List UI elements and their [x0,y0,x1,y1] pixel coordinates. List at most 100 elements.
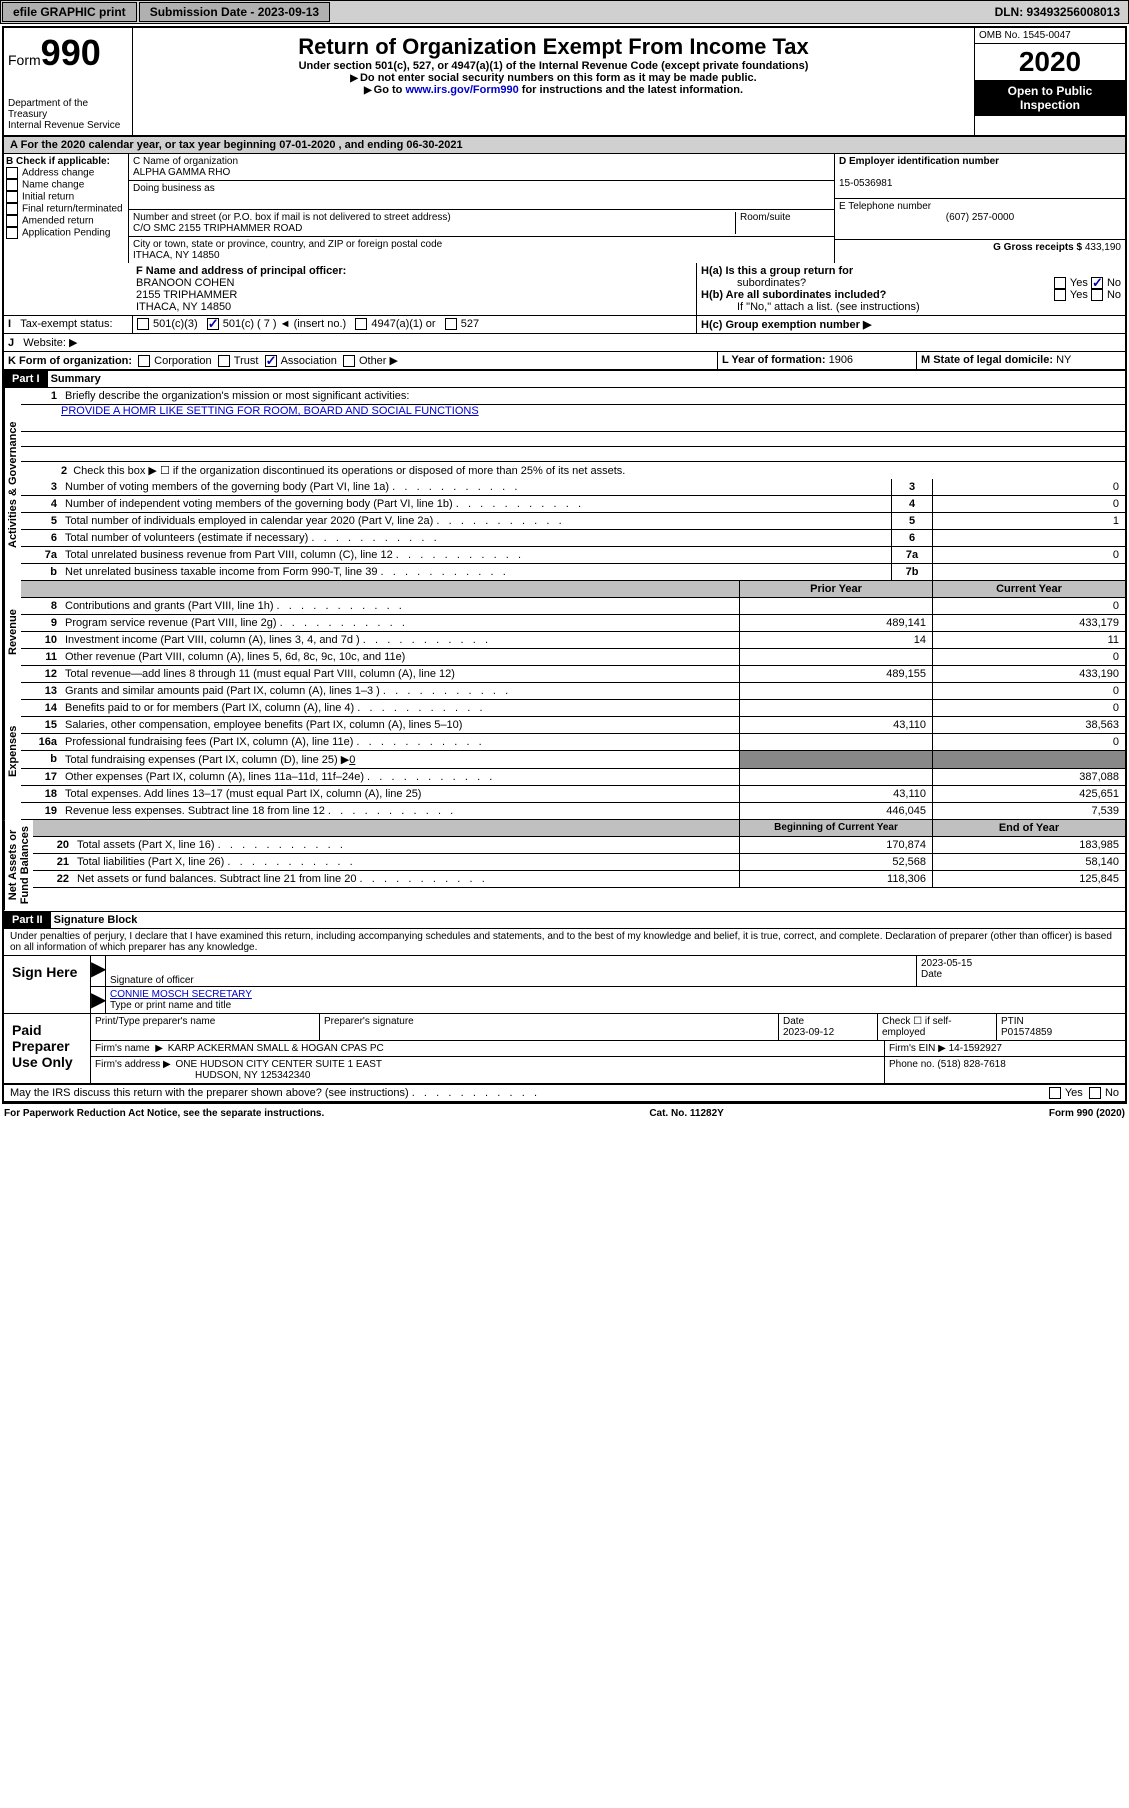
c13: 0 [932,683,1125,699]
l22: Net assets or fund balances. Subtract li… [73,871,739,887]
vl-ag: Activities & Governance [4,388,21,581]
col-end: End of Year [932,820,1125,836]
l18: Total expenses. Add lines 13–17 (must eq… [61,786,739,802]
c10: 11 [932,632,1125,648]
officer-addr1: 2155 TRIPHAMMER [136,289,237,301]
p16b-shade [739,751,932,768]
officer-addr2: ITHACA, NY 14850 [136,301,231,313]
prepsig-label: Preparer's signature [320,1014,779,1040]
cb-name[interactable] [6,179,18,191]
l13: Grants and similar amounts paid (Part IX… [61,683,739,699]
l9: Program service revenue (Part VIII, line… [61,615,739,631]
cb-addr[interactable] [6,167,18,179]
cb-501c[interactable] [207,318,219,330]
p13 [739,683,932,699]
l7a: Total unrelated business revenue from Pa… [61,547,891,563]
cb-527[interactable] [445,318,457,330]
c12: 433,190 [932,666,1125,682]
signer-name[interactable]: CONNIE MOSCH SECRETARY [110,989,252,1000]
dln-label: DLN: 93493256008013 [995,5,1128,19]
v7a: 0 [932,547,1125,563]
v5: 1 [932,513,1125,529]
cb-ha-no[interactable] [1091,277,1103,289]
omb-label: OMB No. 1545-0047 [975,28,1125,44]
firmaddr-val: ONE HUDSON CITY CENTER SUITE 1 EAST [176,1059,383,1070]
l-val: 1906 [829,354,853,366]
ha-label: H(a) Is this a group return for [701,265,853,277]
c11: 0 [932,649,1125,665]
cb-corp[interactable] [138,355,150,367]
check-self: Check ☐ if self-employed [878,1014,997,1040]
cb-amend[interactable] [6,215,18,227]
l12: Total revenue—add lines 8 through 11 (mu… [61,666,739,682]
cb-assoc[interactable] [265,355,277,367]
v3: 0 [932,479,1125,495]
cb-hb-no[interactable] [1091,289,1103,301]
l1-desc: Briefly describe the organization's miss… [61,388,1125,404]
city-val: ITHACA, NY 14850 [133,250,220,261]
cb-init[interactable] [6,191,18,203]
c22: 125,845 [932,871,1125,887]
subtitle-3a: Go to [364,84,405,96]
irs-link[interactable]: www.irs.gov/Form990 [405,84,518,96]
c20: 183,985 [932,837,1125,853]
vl-exp: Expenses [4,683,21,820]
l16a: Professional fundraising fees (Part IX, … [61,734,739,750]
c17: 387,088 [932,769,1125,785]
hc-label: H(c) Group exemption number ▶ [701,319,871,331]
hb-label: H(b) Are all subordinates included? [701,289,886,301]
l14: Benefits paid to or for members (Part IX… [61,700,739,716]
col-c: C Name of organizationALPHA GAMMA RHO Do… [129,154,835,263]
firmaddr2-val: HUDSON, NY 125342340 [195,1070,310,1081]
street-label: Number and street (or P.O. box if mail i… [133,212,451,223]
cb-4947[interactable] [355,318,367,330]
v7b [932,564,1125,580]
k-label: K Form of organization: [8,355,132,367]
no-label2: No [1107,289,1121,301]
efile-btn[interactable]: efile GRAPHIC print [2,2,137,22]
cb-discuss-yes[interactable] [1049,1087,1061,1099]
cb-final[interactable] [6,203,18,215]
subtitle-2: Do not enter social security numbers on … [139,72,968,84]
cb-discuss-no[interactable] [1089,1087,1101,1099]
p9: 489,141 [739,615,932,631]
v6 [932,530,1125,546]
cb-app[interactable] [6,227,18,239]
j-label: Website: ▶ [23,337,77,349]
yes-label: Yes [1070,277,1088,289]
cb-other[interactable] [343,355,355,367]
city-label: City or town, state or province, country… [133,239,442,250]
p20: 170,874 [739,837,932,853]
p12: 489,155 [739,666,932,682]
c9: 433,179 [932,615,1125,631]
room-label: Room/suite [735,212,830,234]
cb-501c3[interactable] [137,318,149,330]
l-label: L Year of formation: [722,354,826,366]
form-number: 990 [41,32,101,73]
e-label: E Telephone number [839,201,931,212]
cb-ha-yes[interactable] [1054,277,1066,289]
l4: Number of independent voting members of … [61,496,891,512]
i-a: 501(c)(3) [153,318,198,330]
right-header-box: OMB No. 1545-0047 2020 Open to PublicIns… [974,28,1125,135]
c16b-shade [932,751,1125,768]
prepname-label: Print/Type preparer's name [91,1014,320,1040]
ein-val: 15-0536981 [839,178,892,189]
subdate-btn[interactable]: Submission Date - 2023-09-13 [139,2,330,22]
top-bar: efile GRAPHIC print Submission Date - 20… [0,0,1129,24]
title-box: Return of Organization Exempt From Incom… [133,28,974,135]
cb-hb-yes[interactable] [1054,289,1066,301]
i-d: 527 [461,318,479,330]
year-label: 2020 [975,44,1125,80]
mission-link[interactable]: PROVIDE A HOMR LIKE SETTING FOR ROOM, BO… [61,405,479,417]
form-label-footer: Form 990 (2020) [1049,1108,1125,1119]
m-label: M State of legal domicile: [921,354,1053,366]
p15: 43,110 [739,717,932,733]
g-label: G Gross receipts $ [993,242,1082,253]
b-init: Initial return [22,192,74,203]
typeprint-label: Type or print name and title [110,1000,231,1011]
i-label: Tax-exempt status: [20,318,112,330]
c18: 425,651 [932,786,1125,802]
firmein-val: 14-1592927 [949,1043,1002,1054]
cb-trust[interactable] [218,355,230,367]
